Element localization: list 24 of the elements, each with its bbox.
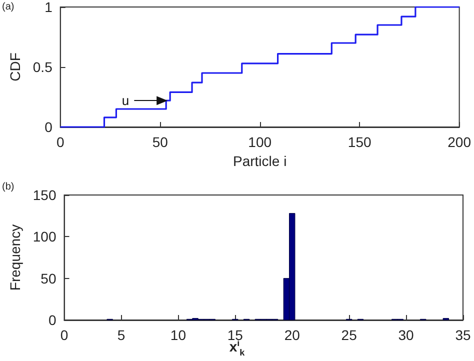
y-tick-label: 0 <box>48 312 56 328</box>
y-tick-label: 1 <box>44 0 53 15</box>
x-tick-label: 20 <box>284 327 300 343</box>
y-tick-label: 50 <box>40 270 56 286</box>
x-tick-label: 25 <box>341 327 358 343</box>
x-tick-label: 10 <box>170 327 186 343</box>
y-tick-label: 150 <box>32 187 56 203</box>
x-axis-title: Particle i <box>233 152 287 169</box>
y-tick-label: 0 <box>44 119 53 135</box>
y-tick-label: 100 <box>32 228 56 245</box>
y-axis-title: Frequency <box>7 224 23 291</box>
x-tick-label: 30 <box>398 327 414 343</box>
y-tick-label: 0.5 <box>32 59 53 75</box>
text: (b) <box>2 182 14 192</box>
x-tick-label: 0 <box>60 327 68 343</box>
x-tick-label: 50 <box>152 134 168 150</box>
x-tick-label: 200 <box>448 134 472 150</box>
x-tick-label: 35 <box>455 327 471 343</box>
y-axis-title: CDF <box>7 52 23 82</box>
text: (a) <box>2 2 14 12</box>
x-tick-label: 5 <box>117 327 126 343</box>
x-tick-label: 150 <box>348 134 372 150</box>
x-tick-label: 100 <box>248 134 272 150</box>
annotation: u <box>122 93 130 108</box>
